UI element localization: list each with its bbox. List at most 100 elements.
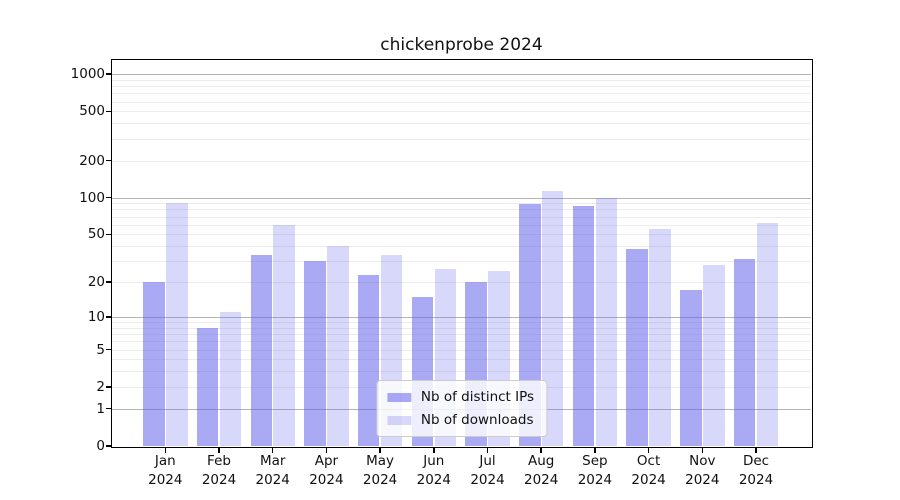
- gridline-400: [112, 123, 811, 125]
- gridline-80: [112, 209, 811, 211]
- y-tick-mark-0: [105, 445, 111, 447]
- plot-area: 0 1 2 5 10 20 50 100 200 500 1000 Jan 2024 Feb 2024 M…: [71, 58, 813, 488]
- x-tick-mark-jul-2024: [486, 447, 489, 453]
- chart-title: chickenprobe 2024: [380, 35, 543, 55]
- x-tick-label-jul-2024: Jul 2024: [470, 453, 505, 488]
- x-tick-label-jan-2024: Jan 2024: [148, 453, 183, 488]
- x-tick-label-nov-2024: Nov 2024: [685, 453, 720, 488]
- x-tick-label-oct-2024: Oct 2024: [631, 453, 666, 488]
- x-tick-label-sep-2024: Sep 2024: [577, 453, 613, 488]
- gridline-9: [112, 322, 811, 324]
- gridline-4: [112, 359, 811, 361]
- bar-nb-of-distinct-ips-jan-2024: [143, 282, 165, 446]
- bar-nb-of-downloads-aug-2024: [541, 191, 564, 446]
- x-tick-label-mar-2024: Mar 2024: [255, 453, 290, 488]
- legend-row-distinct-ips: Nb of distinct IPs: [386, 389, 535, 405]
- gridline-6: [112, 341, 811, 343]
- x-tick-mark-may-2024: [379, 447, 381, 453]
- bar-nb-of-downloads-dec-2024: [756, 223, 779, 446]
- bar-nb-of-downloads-apr-2024: [327, 246, 349, 446]
- x-tick-mark-nov-2024: [701, 447, 704, 453]
- bar-nb-of-downloads-oct-2024: [649, 229, 671, 446]
- y-tick-label-1000: 1000: [70, 66, 105, 83]
- x-tick-mark-sep-2024: [594, 447, 596, 453]
- gridline-500: [112, 111, 811, 113]
- gridline-600: [112, 101, 811, 103]
- x-tick-label-may-2024: May 2024: [362, 453, 398, 488]
- x-tick-label-jun-2024: Jun 2024: [416, 453, 451, 488]
- x-tick-mark-jan-2024: [164, 447, 167, 453]
- bar-nb-of-distinct-ips-may-2024: [357, 274, 380, 446]
- gridline-50: [112, 234, 811, 236]
- y-tick-mark-50: [105, 233, 111, 236]
- bar-nb-of-distinct-ips-mar-2024: [250, 254, 272, 446]
- gridline-200: [112, 160, 811, 162]
- bar-nb-of-distinct-ips-nov-2024: [680, 290, 702, 446]
- y-tick-mark-1000: [105, 73, 111, 75]
- legend-box: Nb of distinct IPs Nb of downloads: [375, 380, 548, 437]
- y-tick-label-0: 0: [96, 438, 105, 454]
- gridline-90: [112, 203, 811, 205]
- gridline-40: [112, 246, 811, 248]
- bar-nb-of-downloads-mar-2024: [273, 224, 295, 446]
- bar-nb-of-downloads-jan-2024: [166, 203, 188, 446]
- bar-nb-of-downloads-nov-2024: [703, 264, 725, 446]
- y-tick-mark-2: [105, 386, 111, 388]
- y-tick-label-1: 1: [96, 400, 105, 417]
- x-tick-mark-dec-2024: [755, 447, 757, 453]
- y-tick-label-5: 5: [96, 341, 105, 358]
- x-tick-mark-jun-2024: [433, 447, 435, 453]
- gridline-20: [112, 282, 811, 284]
- gridline-300: [112, 138, 811, 140]
- gridline-1000: [112, 74, 811, 76]
- y-tick-label-200: 200: [79, 152, 105, 169]
- y-tick-mark-20: [105, 281, 111, 283]
- bar-nb-of-downloads-feb-2024: [219, 312, 242, 446]
- bar-nb-of-downloads-sep-2024: [595, 198, 618, 446]
- legend-label-downloads: Nb of downloads: [420, 412, 534, 428]
- bar-nb-of-distinct-ips-dec-2024: [733, 259, 756, 446]
- bar-nb-of-distinct-ips-feb-2024: [196, 327, 219, 446]
- x-tick-mark-aug-2024: [540, 447, 542, 453]
- y-tick-label-50: 50: [87, 226, 105, 243]
- y-tick-label-20: 20: [87, 274, 105, 291]
- y-tick-mark-5: [105, 348, 111, 351]
- gridline-900: [112, 79, 811, 81]
- gridline-3: [112, 371, 811, 373]
- gridline-8: [112, 327, 811, 329]
- y-tick-label-100: 100: [79, 189, 105, 206]
- gridline-800: [112, 86, 811, 88]
- legend-swatch-downloads: [386, 415, 411, 425]
- gridline-100: [112, 197, 811, 199]
- y-tick-label-500: 500: [79, 103, 105, 120]
- gridline-7: [112, 334, 811, 336]
- legend-label-distinct-ips: Nb of distinct IPs: [420, 389, 535, 405]
- gridline-70: [112, 216, 811, 218]
- x-tick-label-apr-2024: Apr 2024: [309, 453, 344, 488]
- y-tick-mark-200: [105, 159, 111, 162]
- y-tick-mark-10: [105, 316, 111, 318]
- x-tick-label-aug-2024: Aug 2024: [524, 453, 559, 488]
- x-tick-mark-feb-2024: [218, 447, 220, 453]
- bar-nb-of-distinct-ips-apr-2024: [304, 261, 326, 446]
- gridline-60: [112, 224, 811, 226]
- gridline-700: [112, 93, 811, 95]
- x-tick-label-feb-2024: Feb 2024: [201, 453, 237, 488]
- gridline-10: [112, 316, 811, 318]
- x-tick-mark-apr-2024: [325, 447, 328, 453]
- y-tick-label-2: 2: [96, 378, 105, 395]
- y-tick-label-10: 10: [87, 308, 105, 325]
- x-tick-label-dec-2024: Dec 2024: [738, 453, 774, 488]
- gridline-30: [112, 261, 811, 263]
- x-tick-mark-mar-2024: [271, 447, 274, 453]
- legend-swatch-distinct-ips: [386, 392, 411, 402]
- gridline-5: [112, 349, 811, 351]
- bar-nb-of-distinct-ips-oct-2024: [626, 248, 648, 446]
- y-tick-mark-500: [105, 110, 111, 113]
- y-tick-mark-1: [105, 407, 111, 410]
- x-tick-mark-oct-2024: [647, 447, 650, 453]
- legend-row-downloads: Nb of downloads: [386, 412, 534, 428]
- bar-nb-of-distinct-ips-sep-2024: [572, 205, 595, 446]
- y-tick-mark-100: [105, 196, 111, 199]
